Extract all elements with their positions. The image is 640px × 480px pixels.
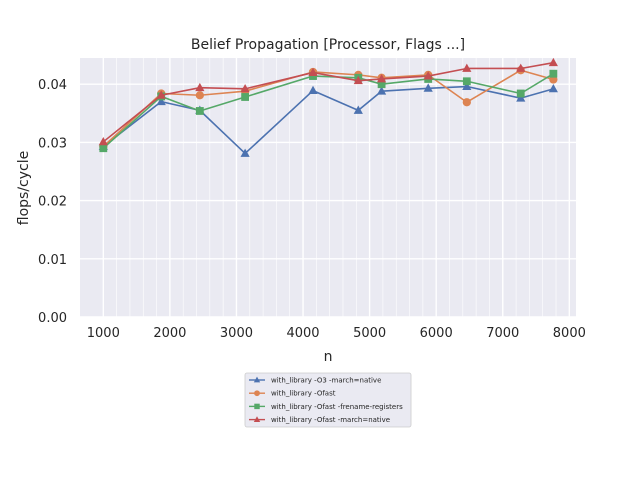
y-tick-label: 0.01 bbox=[38, 253, 67, 268]
data-point bbox=[548, 57, 558, 67]
data-point bbox=[156, 90, 166, 99]
legend-box bbox=[244, 372, 412, 428]
data-point bbox=[462, 63, 472, 72]
data-point bbox=[516, 89, 525, 98]
data-point bbox=[240, 84, 250, 93]
legend: with_library -O3 -march=native with_libra… bbox=[244, 372, 412, 428]
data-point bbox=[98, 136, 108, 146]
data-point bbox=[353, 75, 363, 85]
data-point bbox=[353, 105, 363, 114]
data-point bbox=[308, 67, 318, 77]
legend-label: with_library -Ofast bbox=[271, 390, 336, 398]
legend-label: with_library -Ofast -frename-registers bbox=[271, 403, 403, 411]
data-point bbox=[516, 63, 526, 72]
legend-marker bbox=[254, 390, 260, 397]
data-point bbox=[548, 84, 558, 93]
y-tick-label: 0.02 bbox=[38, 195, 67, 210]
grid bbox=[80, 58, 576, 318]
legend-marker bbox=[253, 416, 261, 422]
x-tick-label: 5000 bbox=[353, 326, 386, 341]
legend-label: with_library -O3 -march=native bbox=[271, 377, 381, 385]
legend-entry: with_library -Ofast bbox=[249, 390, 336, 398]
data-point bbox=[195, 91, 204, 100]
x-tick-label: 4000 bbox=[286, 326, 319, 341]
legend-entry: with_library -Ofast -march=native bbox=[249, 416, 390, 424]
data-point bbox=[423, 71, 433, 80]
data-point bbox=[462, 81, 472, 90]
y-tick-label: 0.03 bbox=[38, 136, 67, 151]
chart-title: Belief Propagation [Processor, Flags ...… bbox=[191, 37, 465, 53]
data-point bbox=[516, 93, 526, 102]
ticks: 1000 2000 3000 4000 5000 6000 7000 8000 0.00 0.01… bbox=[38, 78, 586, 341]
data-point bbox=[308, 85, 318, 95]
data-point bbox=[462, 98, 471, 107]
data-point bbox=[462, 77, 471, 86]
data-point bbox=[195, 107, 204, 115]
x-tick-label: 7000 bbox=[486, 326, 519, 341]
data-point bbox=[195, 82, 205, 92]
series-lines bbox=[98, 57, 558, 157]
legend-entry: with_library -O3 -march=native bbox=[249, 377, 381, 385]
data-point bbox=[309, 72, 317, 80]
legend-marker bbox=[254, 403, 260, 410]
y-tick-label: 0.04 bbox=[38, 78, 67, 93]
x-tick-label: 3000 bbox=[220, 326, 253, 341]
legend-label: with_library -Ofast -march=native bbox=[271, 416, 390, 424]
legend-marker bbox=[253, 376, 261, 383]
legend-entry: with_library -Ofast -frename-registers bbox=[249, 403, 403, 411]
x-tick-label: 6000 bbox=[420, 326, 453, 341]
data-point bbox=[376, 74, 387, 83]
x-tick-label: 2000 bbox=[153, 326, 186, 341]
data-point bbox=[241, 93, 250, 101]
data-point bbox=[99, 144, 108, 153]
data-point bbox=[156, 96, 166, 106]
series-4 bbox=[98, 57, 558, 146]
data-point bbox=[240, 148, 250, 157]
data-point bbox=[423, 83, 433, 92]
x-axis-label: n bbox=[324, 349, 333, 365]
data-point bbox=[376, 86, 387, 95]
y-axis-label: flops/cycle bbox=[16, 151, 32, 225]
y-tick-label: 0.00 bbox=[38, 311, 67, 326]
x-tick-label: 8000 bbox=[553, 326, 586, 341]
x-tick-label: 1000 bbox=[87, 326, 120, 341]
data-point bbox=[377, 80, 386, 89]
series-1 bbox=[98, 81, 558, 157]
data-point bbox=[549, 69, 558, 78]
